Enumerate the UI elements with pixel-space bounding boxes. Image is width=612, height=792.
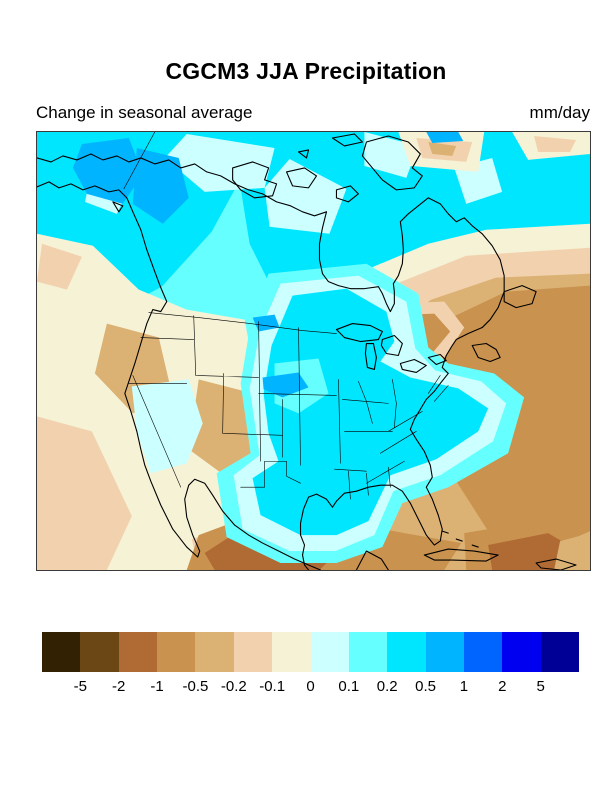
contour-region xyxy=(132,147,189,224)
us-canada-border xyxy=(148,312,337,334)
state-borders xyxy=(128,315,449,500)
colorbar-tick-label: -0.5 xyxy=(182,678,209,695)
arctic-coastline xyxy=(37,153,328,217)
pacific-coastline xyxy=(37,181,322,570)
east-coast-coastline xyxy=(299,327,483,570)
border-layer xyxy=(123,132,449,500)
contour-region xyxy=(252,288,489,536)
colorbar-tick-label: 5 xyxy=(536,678,545,695)
colorbar-segment xyxy=(310,632,349,672)
colorbar-segment xyxy=(387,632,426,672)
alaska-yukon-border xyxy=(123,132,156,190)
contour-fill-layer xyxy=(37,132,590,570)
colorbar-segment xyxy=(463,632,503,672)
subtitle-row: Change in seasonal average mm/day xyxy=(36,103,590,123)
colorbar-segment xyxy=(348,632,388,672)
colorbar-tick-label: 0.5 xyxy=(415,678,436,695)
hudson-bay-coastline xyxy=(318,197,505,329)
colorbar-segment xyxy=(540,632,580,672)
contour-region xyxy=(131,379,203,474)
great-lakes-outline xyxy=(335,323,447,373)
colorbar-tick-label: 0.2 xyxy=(376,678,398,695)
colorbar-segment xyxy=(272,632,311,672)
colorbar-tick-label: -2 xyxy=(112,678,126,695)
contour-region xyxy=(252,314,280,332)
contour-region xyxy=(428,141,457,156)
colorbar-segment xyxy=(195,632,234,672)
colorbar-tick-label: 0.1 xyxy=(338,678,360,695)
colorbar-segment xyxy=(80,632,119,672)
contour-region xyxy=(534,135,577,152)
colorbar-tick-label: 1 xyxy=(459,678,469,695)
colorbar: -5 -2 -1 -0.5 -0.2 -0.1 0 0.1 0.2 0.5 1 2 5 xyxy=(42,632,580,696)
colorbar-tick-label: -1 xyxy=(150,678,164,695)
colorbar-segments xyxy=(42,632,580,672)
contour-region xyxy=(426,132,464,143)
contour-region xyxy=(37,243,82,290)
contour-region xyxy=(262,372,309,398)
colorbar-tick-label: -5 xyxy=(73,678,88,695)
colorbar-segment xyxy=(425,632,464,672)
colorbar-segment xyxy=(118,632,158,672)
colorbar-tick-label: -0.2 xyxy=(220,678,247,695)
caribbean-islands-outline xyxy=(355,530,577,570)
colorbar-tick-label: 2 xyxy=(498,678,507,695)
colorbar-tick-label: -0.1 xyxy=(259,678,286,695)
colorbar-segment xyxy=(157,632,196,672)
coastline-layer xyxy=(37,133,577,570)
figure-title: CGCM3 JJA Precipitation xyxy=(165,58,447,84)
colorbar-segment xyxy=(42,632,81,672)
arctic-islands-outline xyxy=(232,133,423,203)
kodiak-island-outline xyxy=(112,201,124,213)
colorbar-segment xyxy=(502,632,541,672)
contour-region xyxy=(37,416,132,570)
newfoundland-outline xyxy=(503,285,537,309)
nova-scotia-outline xyxy=(471,342,501,363)
colorbar-ticks: -5 -2 -1 -0.5 -0.2 -0.1 0 0.1 0.2 0.5 1 2 5 xyxy=(42,678,579,700)
contour-region xyxy=(164,133,275,192)
units-label: mm/day xyxy=(529,103,590,122)
contour-map-svg xyxy=(37,132,590,570)
subtitle-left: Change in seasonal average xyxy=(36,103,253,122)
colorbar-segment xyxy=(233,632,273,672)
map xyxy=(36,131,591,571)
colorbar-tick-label: 0 xyxy=(306,678,315,695)
